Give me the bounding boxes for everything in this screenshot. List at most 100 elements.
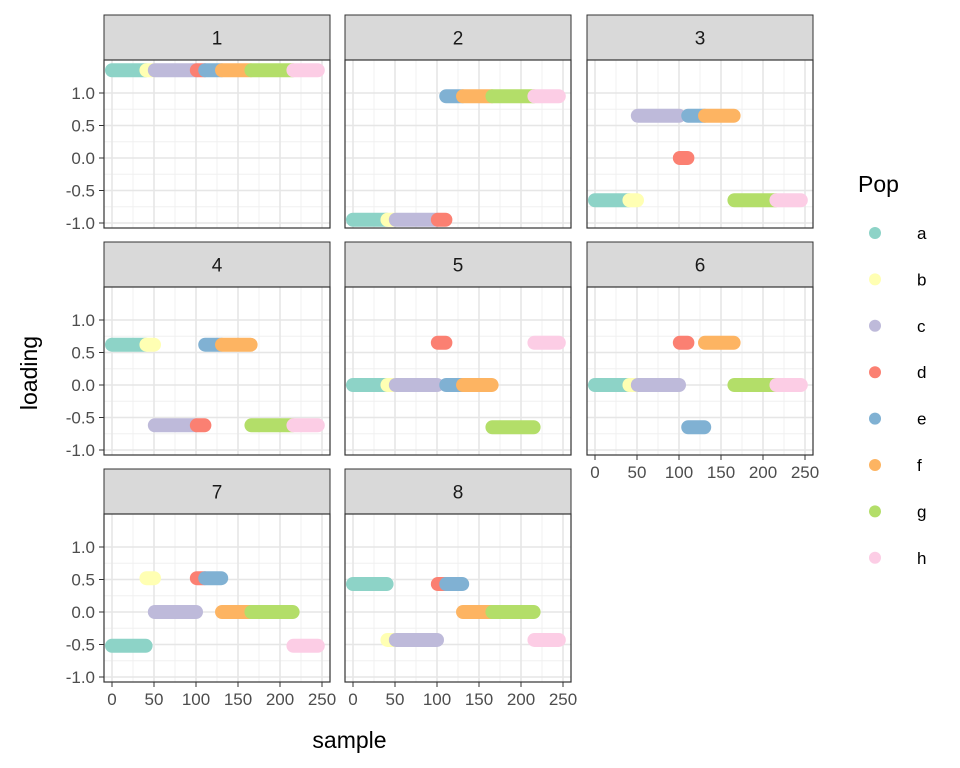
facet-strip bbox=[103, 14, 331, 61]
point-pop-c bbox=[630, 108, 686, 123]
y-tick-label: -0.5 bbox=[66, 409, 95, 428]
facet-strip-label: 2 bbox=[453, 29, 464, 50]
facet-strip bbox=[344, 468, 572, 515]
point-pop-d bbox=[430, 212, 453, 227]
point-pop-c bbox=[147, 418, 203, 433]
y-tick-label: 0.5 bbox=[71, 344, 95, 363]
point-pop-g bbox=[727, 378, 783, 392]
y-tick-label: -0.5 bbox=[66, 636, 95, 655]
point-pop-h bbox=[286, 418, 325, 433]
point-pop-c bbox=[388, 378, 444, 392]
facet-strip-label: 8 bbox=[453, 483, 464, 504]
facet-strip-label: 4 bbox=[212, 256, 223, 277]
legend-title: Pop bbox=[858, 171, 899, 197]
x-tick-label: 150 bbox=[465, 690, 493, 709]
y-tick-label: -1.0 bbox=[66, 214, 95, 233]
x-tick-label: 200 bbox=[749, 463, 777, 482]
y-tick-label: 0.0 bbox=[71, 149, 95, 168]
y-tick-label: 0.0 bbox=[71, 603, 95, 622]
point-pop-d bbox=[672, 335, 695, 350]
point-pop-a bbox=[346, 577, 394, 592]
point-pop-h bbox=[769, 193, 808, 208]
point-pop-e bbox=[198, 571, 229, 586]
x-tick-label: 250 bbox=[549, 690, 577, 709]
point-pop-g bbox=[244, 605, 300, 619]
point-pop-g bbox=[244, 418, 300, 433]
point-pop-f bbox=[698, 108, 741, 123]
x-tick-label: 0 bbox=[590, 463, 599, 482]
point-pop-b bbox=[139, 337, 161, 352]
y-tick-label: 0.5 bbox=[71, 571, 95, 590]
x-tick-label: 50 bbox=[386, 690, 405, 709]
facet-panel-5: 5 bbox=[344, 241, 572, 456]
x-tick-label: 100 bbox=[423, 690, 451, 709]
point-pop-h bbox=[527, 89, 566, 104]
point-pop-d bbox=[189, 418, 212, 433]
y-tick-label: 0.5 bbox=[71, 117, 95, 136]
panel-border bbox=[344, 59, 572, 229]
facet-strip bbox=[586, 14, 814, 61]
data-points bbox=[346, 89, 566, 227]
data-points bbox=[105, 63, 325, 78]
facet-panel-1: 1 -1.0 -0.5 0.0 0.5 1.0 bbox=[66, 14, 331, 233]
facet-strip bbox=[344, 14, 572, 61]
y-tick-label: -1.0 bbox=[66, 668, 95, 687]
x-tick-label: 50 bbox=[628, 463, 647, 482]
point-pop-h bbox=[527, 632, 566, 647]
y-tick-label: 1.0 bbox=[71, 84, 95, 103]
panel-border bbox=[103, 59, 331, 229]
legend-key-a bbox=[869, 227, 881, 239]
facet-strip bbox=[103, 241, 331, 288]
point-pop-h bbox=[286, 63, 325, 78]
point-pop-a bbox=[105, 638, 153, 653]
y-tick-label: 0.0 bbox=[71, 376, 95, 395]
legend-key-g bbox=[869, 505, 881, 518]
panel-border bbox=[103, 286, 331, 456]
legend-key-c bbox=[869, 319, 881, 332]
legend-label-f: f bbox=[917, 456, 922, 475]
legend: Pop a b c d e f g h bbox=[858, 171, 927, 568]
panel-border bbox=[103, 513, 331, 683]
x-tick-label: 0 bbox=[348, 690, 357, 709]
facet-panel-6: 6 0 50 100 150 200 250 bbox=[586, 241, 819, 482]
facet-strip bbox=[344, 241, 572, 288]
data-points bbox=[105, 571, 325, 653]
facet-strip-label: 5 bbox=[453, 256, 464, 277]
point-pop-h bbox=[769, 378, 808, 392]
y-tick-label: -0.5 bbox=[66, 182, 95, 201]
legend-label-a: a bbox=[917, 224, 927, 243]
x-tick-label: 100 bbox=[665, 463, 693, 482]
legend-label-e: e bbox=[917, 410, 926, 429]
legend-key-b bbox=[869, 273, 881, 286]
point-pop-g bbox=[485, 89, 541, 104]
panel-border bbox=[586, 59, 814, 229]
facet-panel-3: 3 bbox=[586, 14, 814, 229]
point-pop-b bbox=[139, 571, 161, 586]
x-tick-label: 250 bbox=[791, 463, 819, 482]
point-pop-g bbox=[727, 193, 783, 208]
legend-key-d bbox=[869, 366, 881, 379]
point-pop-c bbox=[147, 63, 203, 78]
point-pop-h bbox=[527, 335, 566, 350]
facet-strip bbox=[103, 468, 331, 515]
point-pop-c bbox=[630, 378, 686, 392]
point-pop-e bbox=[439, 577, 470, 592]
point-pop-f bbox=[456, 378, 499, 392]
data-points bbox=[588, 108, 808, 208]
facet-panel-8: 8 0 50 100 150 200 250 bbox=[344, 468, 577, 709]
facet-panel-2: 2 bbox=[344, 14, 572, 229]
legend-key-e bbox=[869, 412, 881, 425]
facet-panel-4: 4 -1.0 -0.5 0.0 0.5 1.0 bbox=[66, 241, 331, 460]
data-points bbox=[346, 577, 566, 647]
x-tick-label: 150 bbox=[707, 463, 735, 482]
facet-strip-label: 3 bbox=[695, 29, 706, 50]
point-pop-g bbox=[485, 605, 541, 619]
point-pop-f bbox=[215, 337, 258, 352]
y-tick-label: -1.0 bbox=[66, 441, 95, 460]
facet-strip-label: 7 bbox=[212, 483, 223, 504]
x-tick-label: 250 bbox=[308, 690, 336, 709]
legend-label-c: c bbox=[917, 317, 926, 336]
legend-label-g: g bbox=[917, 502, 926, 521]
y-tick-label: 1.0 bbox=[71, 311, 95, 330]
